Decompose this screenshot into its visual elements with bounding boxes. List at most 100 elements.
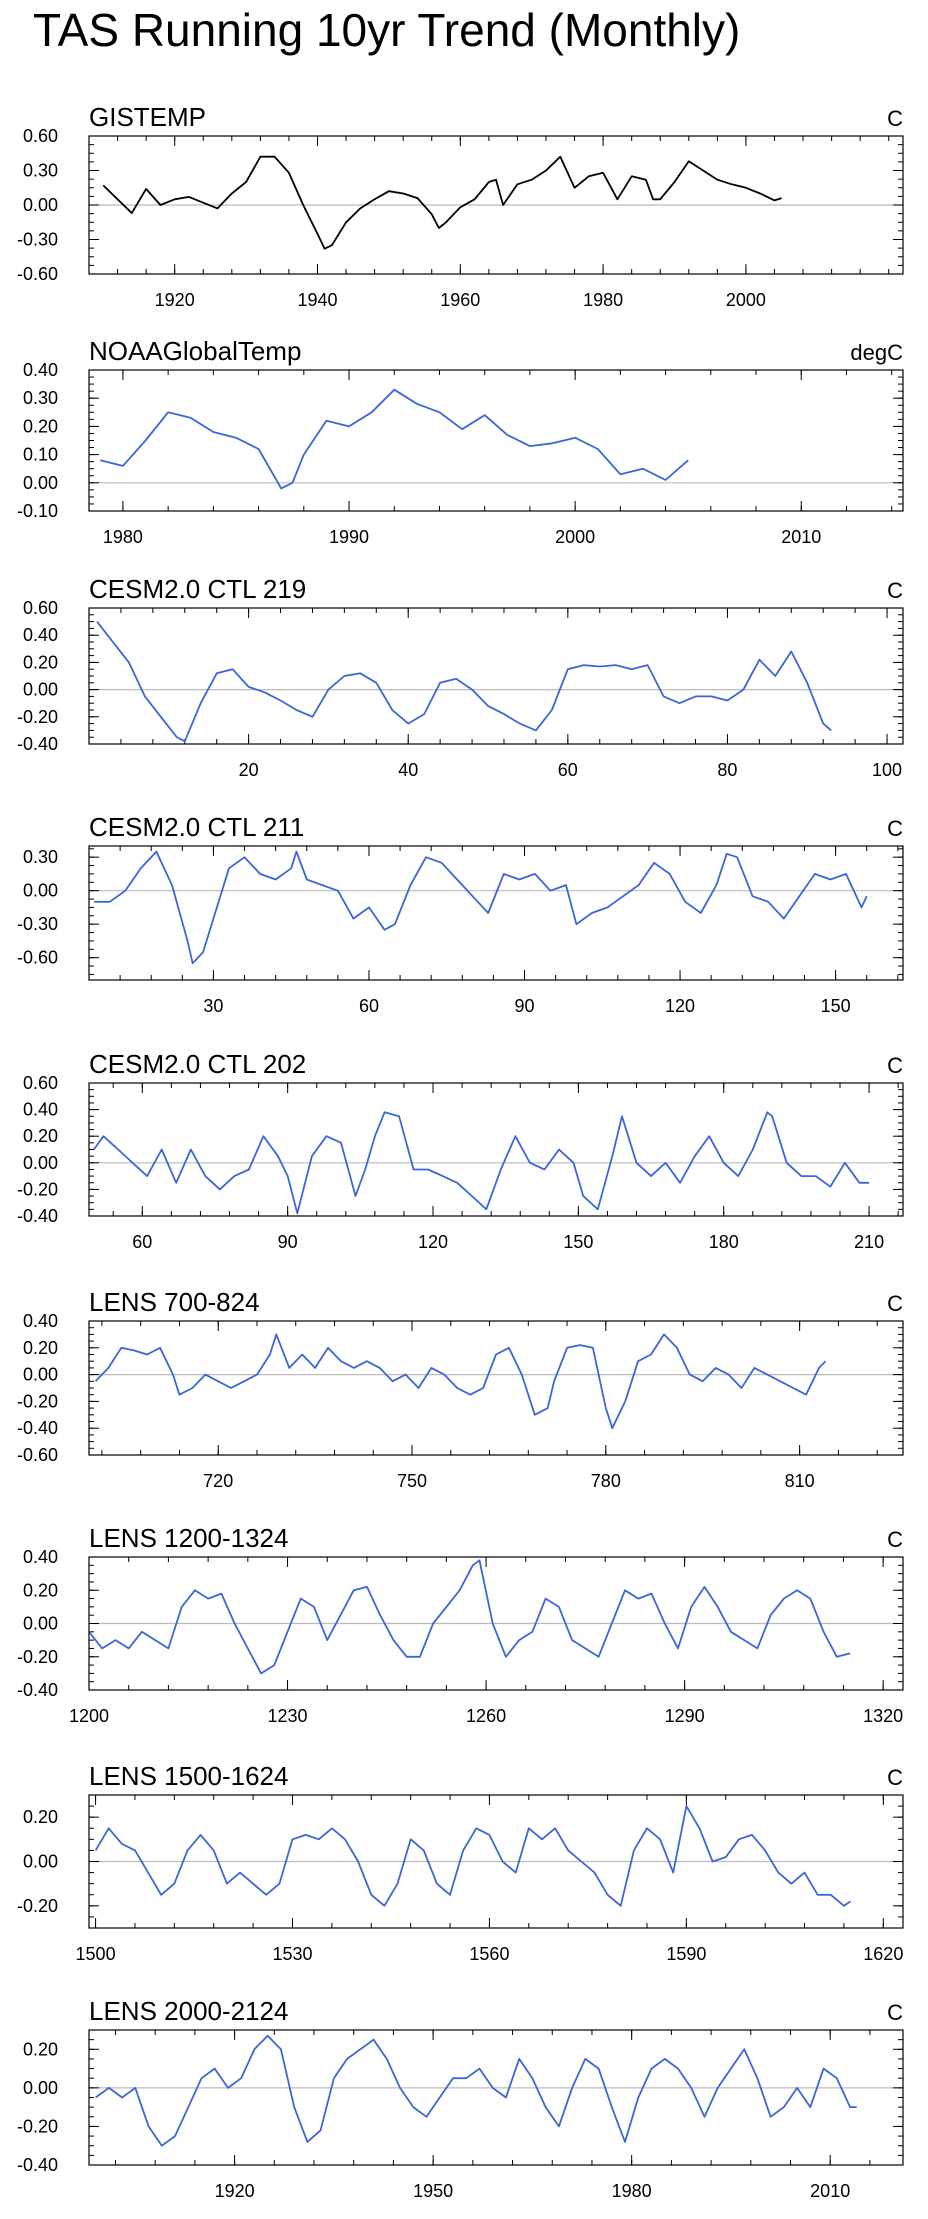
x-tick-label: 1530 (272, 1944, 312, 1964)
y-tick-label: -0.60 (17, 1445, 58, 1465)
x-tick-label: 1980 (612, 2181, 652, 2201)
series-line (96, 621, 832, 743)
y-tick-label: 0.40 (23, 1547, 58, 1567)
x-tick-label: 120 (418, 1232, 448, 1252)
plot-frame (88, 1556, 904, 1691)
panel-title: NOAAGlobalTemp (89, 336, 301, 366)
panel-units: degC (850, 340, 903, 365)
x-tick-label: 30 (203, 996, 223, 1016)
x-tick-label: 1320 (863, 1706, 903, 1726)
plot-frame (88, 2029, 904, 2166)
y-tick-label: 0.40 (23, 360, 58, 380)
y-tick-label: -0.30 (17, 230, 58, 250)
y-tick-label: 0.20 (23, 416, 58, 436)
y-tick-label: 0.00 (23, 195, 58, 215)
plot-frame (88, 845, 904, 981)
panel-title: CESM2.0 CTL 219 (89, 574, 306, 604)
x-tick-label: 1950 (413, 2181, 453, 2201)
plot-frame (88, 607, 904, 745)
plot-frame (88, 369, 904, 512)
panels: GISTEMP C 1920 1940 1960 1980 2000 -0.60 -0.30 0.… (17, 102, 904, 2201)
chart-panel: CESM2.0 CTL 202 C 60 90 120 150 180 210 -0.40 -0.… (17, 1049, 904, 1252)
y-tick-label: 0.00 (23, 1614, 58, 1634)
x-tick-label: 90 (515, 996, 535, 1016)
x-tick-label: 2000 (726, 290, 766, 310)
panel-title: GISTEMP (89, 102, 206, 132)
series-line (94, 1805, 851, 1907)
series-line (93, 1111, 870, 1215)
x-tick-label: 1590 (666, 1944, 706, 1964)
x-tick-label: 1560 (469, 1944, 509, 1964)
y-tick-label: -0.40 (17, 1418, 58, 1438)
x-tick-label: 1620 (863, 1944, 903, 1964)
y-tick-label: -0.40 (17, 734, 58, 754)
y-tick-label: 0.00 (23, 1153, 58, 1173)
x-tick-label: 100 (872, 760, 902, 780)
chart-panel: CESM2.0 CTL 219 C 20 40 60 80 100 -0.40 -0.20 0.0… (17, 574, 904, 780)
panel-title: CESM2.0 CTL 202 (89, 1049, 306, 1079)
panel-units: C (887, 1765, 903, 1790)
x-tick-label: 120 (665, 996, 695, 1016)
series-line (88, 1559, 851, 1675)
y-tick-label: -0.20 (17, 1896, 58, 1916)
x-tick-label: 1500 (76, 1944, 116, 1964)
plot-frame (88, 135, 904, 275)
y-tick-label: 0.20 (23, 652, 58, 672)
x-tick-label: 1260 (466, 1706, 506, 1726)
x-tick-label: 2000 (555, 527, 595, 547)
y-tick-label: 0.00 (23, 881, 58, 901)
x-tick-label: 150 (821, 996, 851, 1016)
y-tick-label: 0.20 (23, 1580, 58, 1600)
chart-panel: CESM2.0 CTL 211 C 30 60 90 120 150 -0.60 -0.30 0.… (17, 812, 904, 1016)
x-tick-label: 60 (558, 760, 578, 780)
chart-panel: NOAAGlobalTemp degC 1980 1990 2000 2010 -0.10 0… (17, 336, 904, 547)
plot-frame (88, 1320, 904, 1456)
y-tick-label: -0.20 (17, 2116, 58, 2136)
x-tick-label: 1990 (329, 527, 369, 547)
y-tick-label: 0.30 (23, 161, 58, 181)
series-line (102, 155, 782, 250)
y-tick-label: 0.00 (23, 680, 58, 700)
y-tick-label: 0.10 (23, 445, 58, 465)
x-tick-label: 1920 (155, 290, 195, 310)
figure-title: TAS Running 10yr Trend (Monthly) (33, 4, 740, 56)
chart-panel: LENS 1200-1324 C 1200 1230 1260 1290 1320 -0.40… (17, 1523, 904, 1726)
panel-title: LENS 700-824 (89, 1287, 260, 1317)
panel-units: C (887, 1527, 903, 1552)
panel-units: C (887, 1053, 903, 1078)
x-tick-label: 810 (785, 1471, 815, 1491)
y-tick-label: 0.20 (23, 1338, 58, 1358)
panel-units: C (887, 1291, 903, 1316)
x-tick-label: 150 (563, 1232, 593, 1252)
x-tick-label: 1980 (583, 290, 623, 310)
x-tick-label: 60 (132, 1232, 152, 1252)
series-line (95, 2034, 857, 2147)
x-tick-label: 1980 (103, 527, 143, 547)
x-tick-label: 1200 (69, 1706, 109, 1726)
y-tick-label: -0.30 (17, 914, 58, 934)
y-tick-label: -0.20 (17, 1179, 58, 1199)
series-line (94, 1333, 827, 1430)
y-tick-label: 0.00 (23, 473, 58, 493)
x-tick-label: 210 (854, 1232, 884, 1252)
y-tick-label: -0.20 (17, 1647, 58, 1667)
x-tick-label: 90 (278, 1232, 298, 1252)
y-tick-label: 0.20 (23, 1126, 58, 1146)
chart-panel: LENS 700-824 C 720 750 780 810 -0.60 -0.40 -0.20… (17, 1287, 904, 1491)
chart-panel: GISTEMP C 1920 1940 1960 1980 2000 -0.60 -0.30 0.… (17, 102, 904, 310)
panel-units: C (887, 816, 903, 841)
y-tick-label: 0.20 (23, 2039, 58, 2059)
panel-units: C (887, 578, 903, 603)
chart-panel: LENS 2000-2124 C 1920 1950 1980 2010 -0.40 -0.2… (17, 1996, 904, 2201)
x-tick-label: 1940 (297, 290, 337, 310)
x-tick-label: 40 (398, 760, 418, 780)
y-tick-label: 0.00 (23, 2078, 58, 2098)
panel-title: LENS 1500-1624 (89, 1761, 288, 1791)
series-line (100, 388, 689, 490)
x-tick-label: 780 (591, 1471, 621, 1491)
y-tick-label: 0.20 (23, 1807, 58, 1827)
y-tick-label: 0.40 (23, 625, 58, 645)
y-tick-label: 0.60 (23, 598, 58, 618)
x-tick-label: 180 (709, 1232, 739, 1252)
x-tick-label: 20 (239, 760, 259, 780)
